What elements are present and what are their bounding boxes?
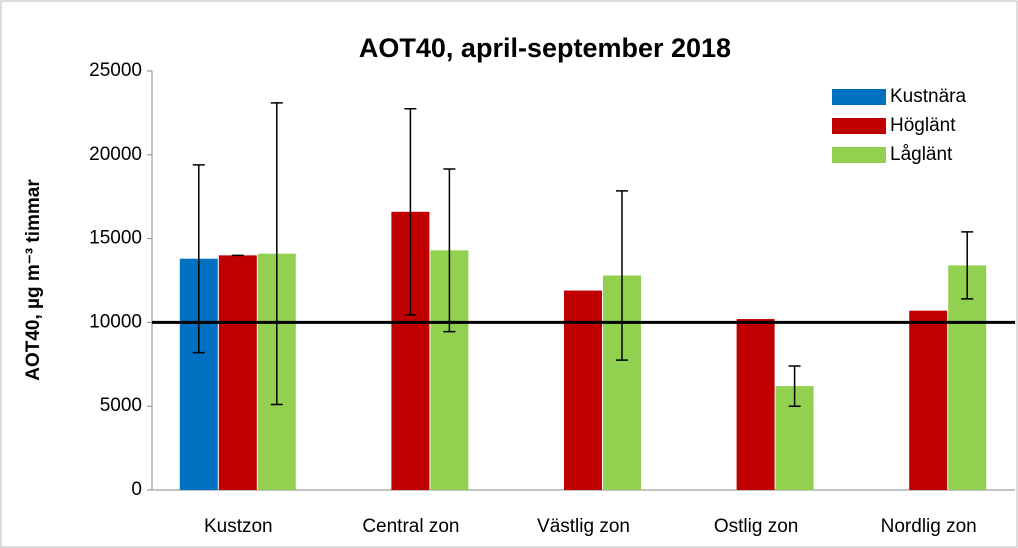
x-tick-label: Ostlig zon — [714, 516, 798, 537]
y-axis-label: AOT40, µg m⁻³ timmar — [23, 179, 44, 381]
bar — [909, 310, 948, 490]
legend-label: Kustnära — [890, 86, 966, 107]
x-tick-label: Kustzon — [204, 516, 273, 537]
y-tick-label: 10000 — [89, 311, 142, 332]
bar — [218, 255, 257, 490]
y-tick-label: 20000 — [89, 144, 142, 165]
error-bar — [270, 102, 283, 406]
error-bar — [616, 190, 628, 361]
chart-title: AOT40, april-september 2018 — [359, 33, 731, 63]
error-bar — [961, 231, 974, 300]
x-tick-label: Central zon — [362, 516, 459, 537]
error-bar — [443, 168, 456, 333]
error-bar — [404, 107, 417, 316]
bar — [736, 319, 775, 490]
y-tick-label: 25000 — [89, 60, 142, 81]
bar — [564, 290, 602, 490]
x-tick-label: Nordlig zon — [881, 516, 977, 537]
legend-swatch — [832, 118, 886, 134]
legend-swatch — [832, 147, 886, 163]
y-tick-label: 5000 — [100, 395, 142, 416]
legend-label: Höglänt — [890, 115, 956, 136]
legend-label: Låglänt — [890, 144, 953, 165]
y-tick-label: 15000 — [89, 228, 142, 249]
bar — [948, 265, 987, 490]
x-tick-label: Västlig zon — [537, 516, 630, 537]
legend-swatch — [832, 89, 886, 105]
y-tick-label: 0 — [131, 479, 142, 500]
error-bar — [788, 365, 801, 407]
